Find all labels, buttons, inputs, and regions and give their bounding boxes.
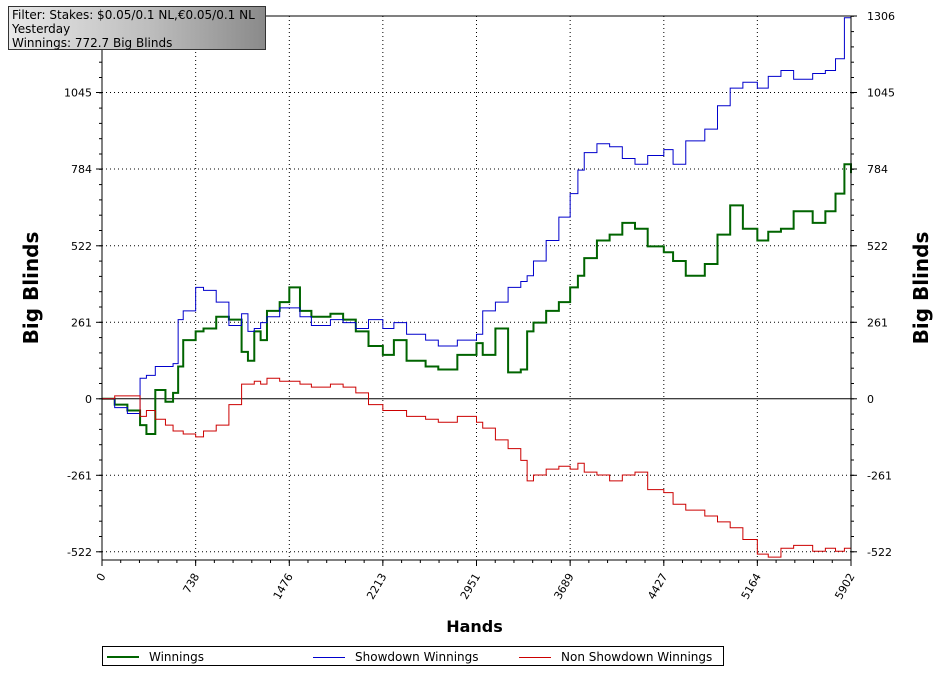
grid-lines (102, 15, 851, 560)
chart-legend: Winnings Showdown Winnings Non Showdown … (102, 646, 724, 666)
y-tick-label-right: 1045 (867, 87, 895, 100)
legend-swatch-non-showdown (519, 656, 551, 658)
axis-tick-labels: 1306 1045 1045 784 784 522 522 261 261 0 0 -261 -261… (64, 10, 895, 602)
series-lines (102, 17, 852, 558)
y-tick-label-right: 1306 (867, 10, 895, 23)
x-tick-label: 5164 (739, 571, 764, 602)
series-line-non-showdown-winnings (102, 377, 852, 558)
y-axis-title-left: Big Blinds (19, 232, 43, 345)
y-tick-label-right: 261 (867, 316, 888, 329)
legend-swatch-winnings (107, 656, 139, 658)
filter-period-text: Yesterday (12, 22, 71, 36)
legend-label-winnings: Winnings (149, 650, 204, 664)
series-line-winnings (102, 163, 852, 435)
y-tick-label-right: 0 (867, 393, 874, 406)
filter-stakes-text: Filter: Stakes: $0.05/0.1 NL,€0.05/0.1 N… (12, 8, 255, 22)
y-tick-label-left: 522 (71, 240, 92, 253)
filter-info-box: Filter: Stakes: $0.05/0.1 NL,€0.05/0.1 N… (8, 6, 266, 50)
y-tick-label-left: 0 (85, 393, 92, 406)
legend-label-non-showdown: Non Showdown Winnings (561, 650, 713, 664)
x-tick-label: 2213 (364, 571, 389, 602)
legend-item-showdown: Showdown Winnings (313, 649, 479, 665)
x-axis-title: Hands (446, 617, 503, 636)
x-tick-label: 3689 (551, 571, 576, 602)
x-tick-label: 738 (180, 571, 202, 596)
y-axis-title-right: Big Blinds (909, 232, 933, 345)
y-tick-label-left: 261 (71, 316, 92, 329)
x-tick-label: 4427 (645, 571, 670, 602)
y-tick-label-right: 522 (867, 240, 888, 253)
y-tick-label-left: 1045 (64, 87, 92, 100)
x-tick-label: 2951 (458, 571, 483, 602)
x-tick-label: 5902 (832, 571, 857, 602)
series-line-showdown-winnings (102, 17, 852, 414)
y-tick-label-right: -522 (867, 546, 892, 559)
legend-swatch-showdown (313, 656, 345, 658)
legend-item-winnings: Winnings (107, 649, 204, 665)
legend-item-non-showdown: Non Showdown Winnings (519, 649, 712, 665)
axis-ticks (96, 15, 857, 566)
winnings-summary-text: Winnings: 772.7 Big Blinds (12, 36, 173, 50)
y-tick-label-left: 784 (71, 163, 92, 176)
y-tick-label-left: -261 (67, 469, 92, 482)
legend-label-showdown: Showdown Winnings (355, 650, 479, 664)
x-tick-label: 0 (94, 571, 109, 584)
y-tick-label-right: -261 (867, 469, 892, 482)
y-tick-label-right: 784 (867, 163, 888, 176)
x-tick-label: 1476 (271, 571, 296, 602)
y-tick-label-left: -522 (67, 546, 92, 559)
